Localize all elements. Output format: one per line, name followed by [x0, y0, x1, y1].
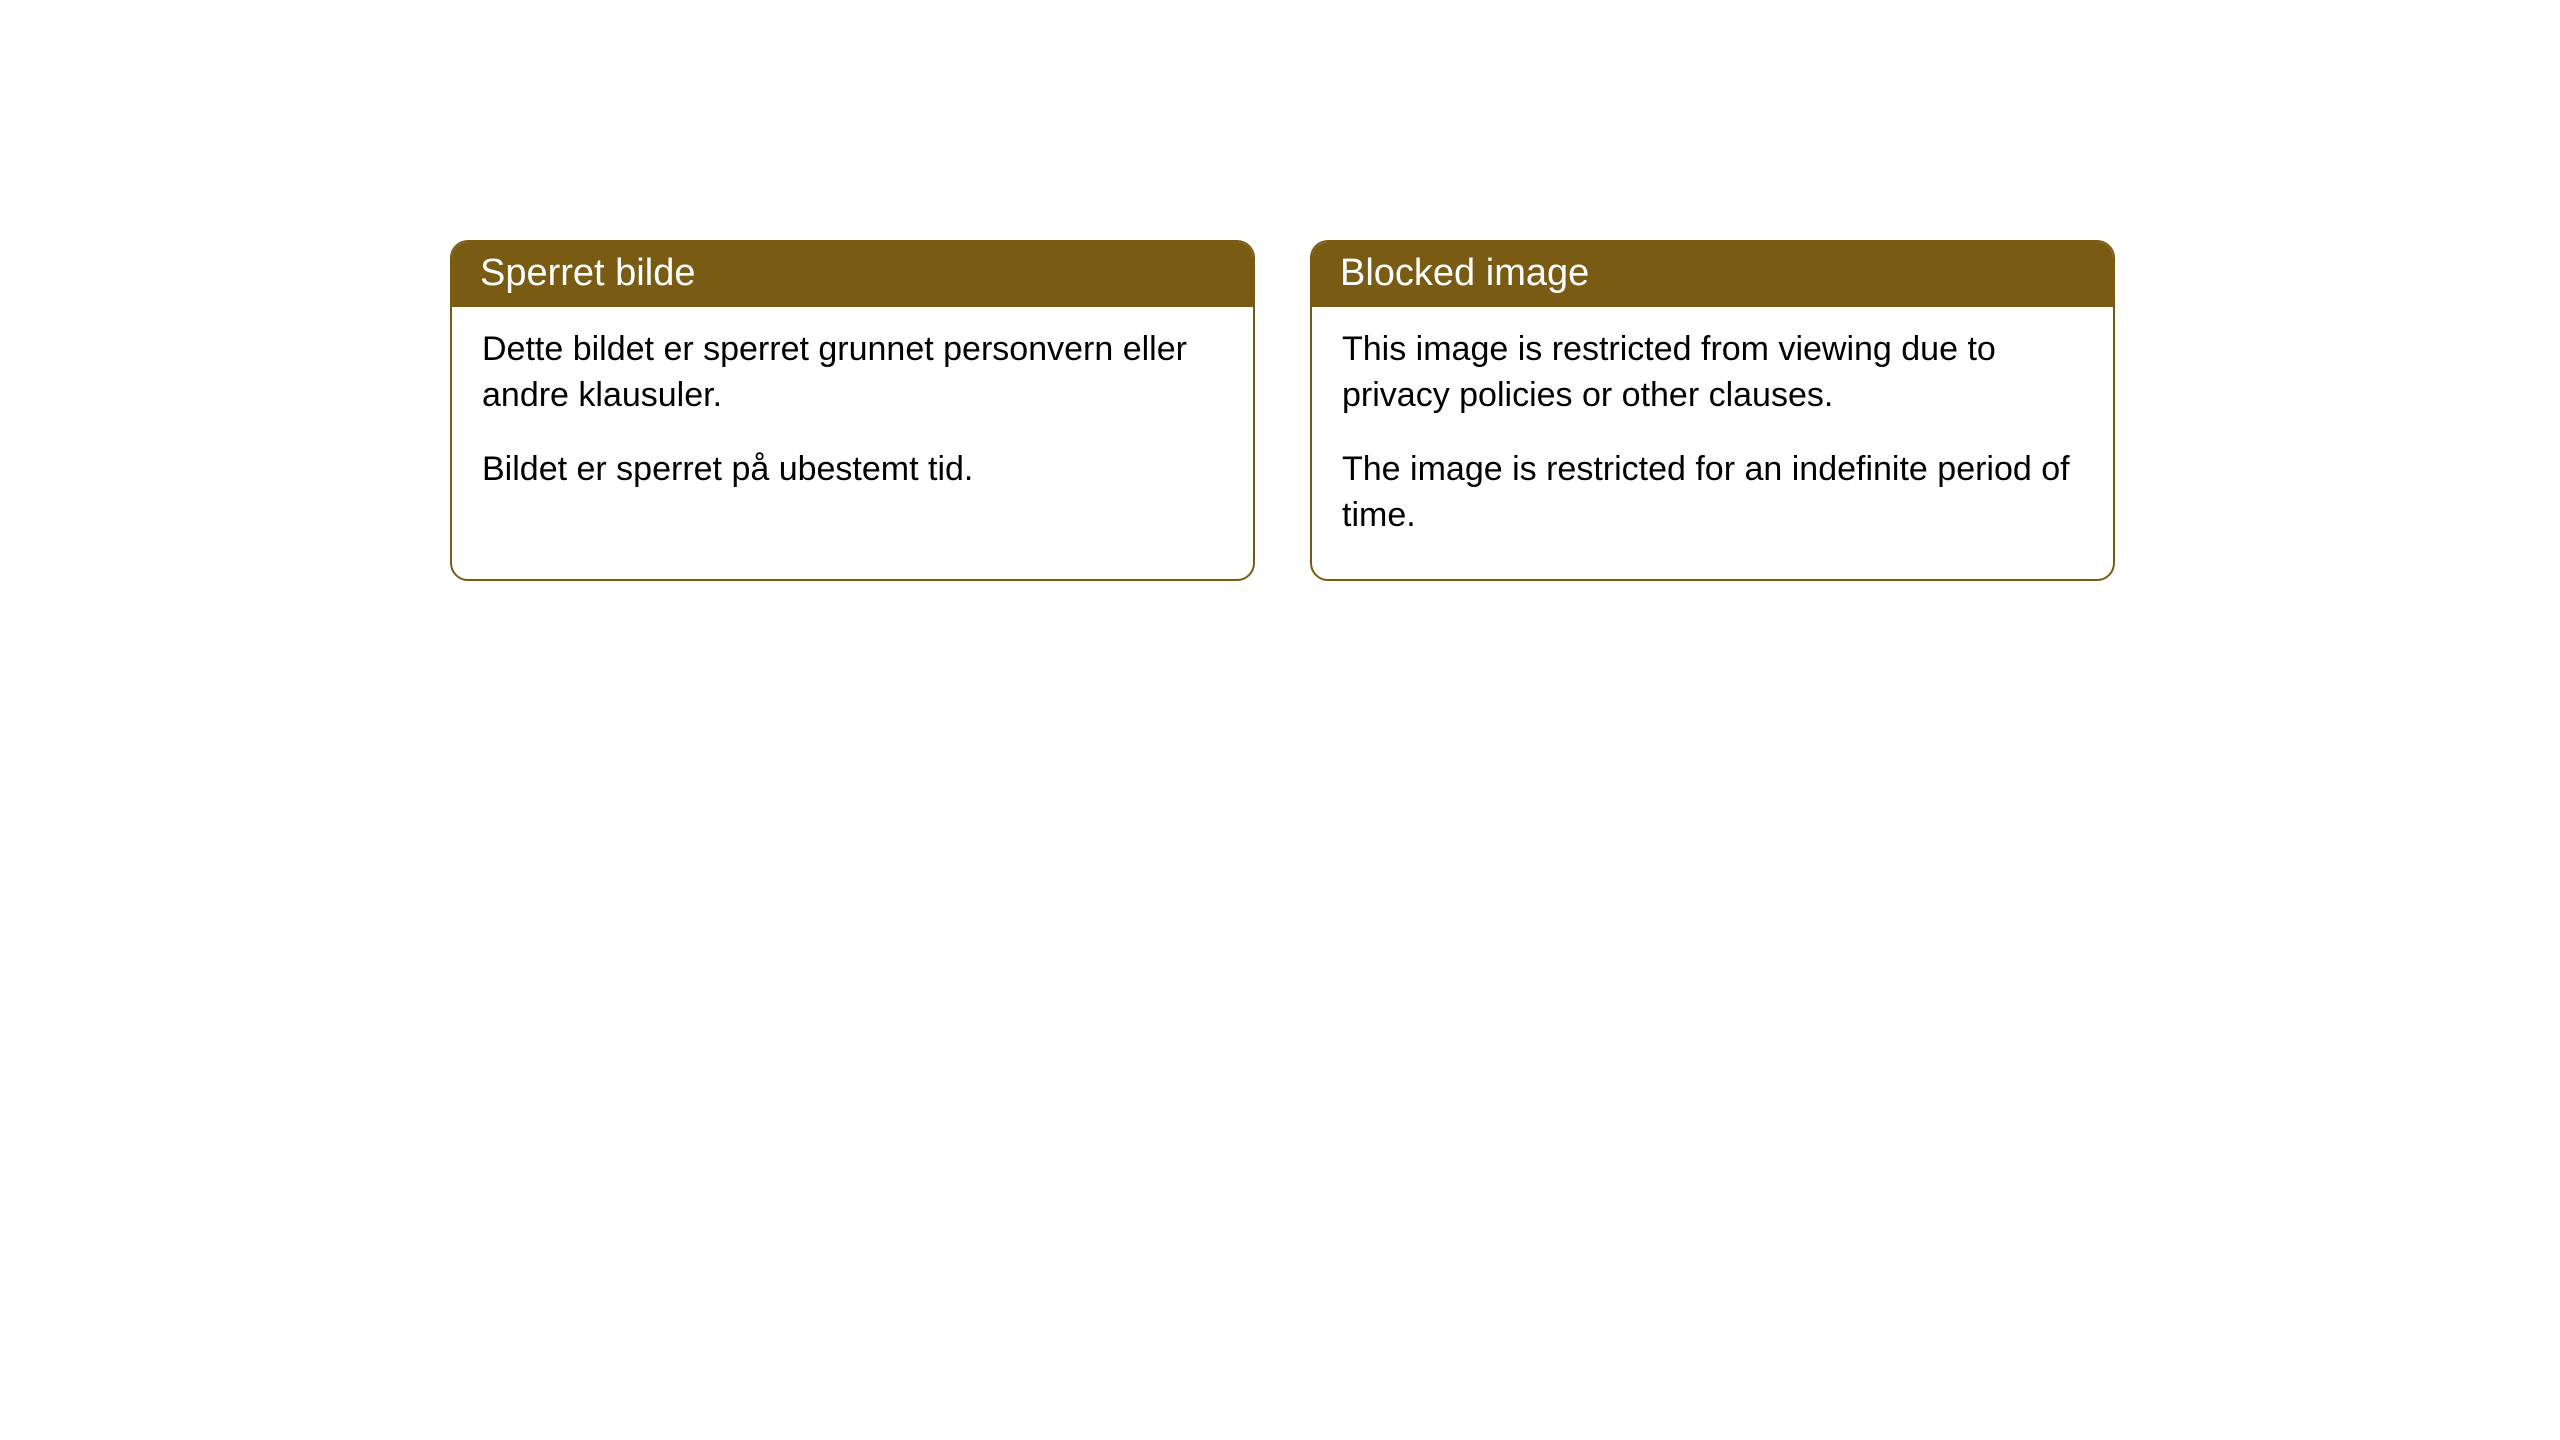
card-body: This image is restricted from viewing du… [1312, 307, 2113, 579]
card-title: Sperret bilde [452, 242, 1253, 307]
card-paragraph: The image is restricted for an indefinit… [1342, 447, 2083, 539]
card-paragraph: Dette bildet er sperret grunnet personve… [482, 327, 1223, 419]
card-body: Dette bildet er sperret grunnet personve… [452, 307, 1253, 533]
notice-cards-container: Sperret bilde Dette bildet er sperret gr… [450, 240, 2115, 581]
card-title: Blocked image [1312, 242, 2113, 307]
card-paragraph: Bildet er sperret på ubestemt tid. [482, 447, 1223, 493]
blocked-image-card-en: Blocked image This image is restricted f… [1310, 240, 2115, 581]
blocked-image-card-no: Sperret bilde Dette bildet er sperret gr… [450, 240, 1255, 581]
card-paragraph: This image is restricted from viewing du… [1342, 327, 2083, 419]
